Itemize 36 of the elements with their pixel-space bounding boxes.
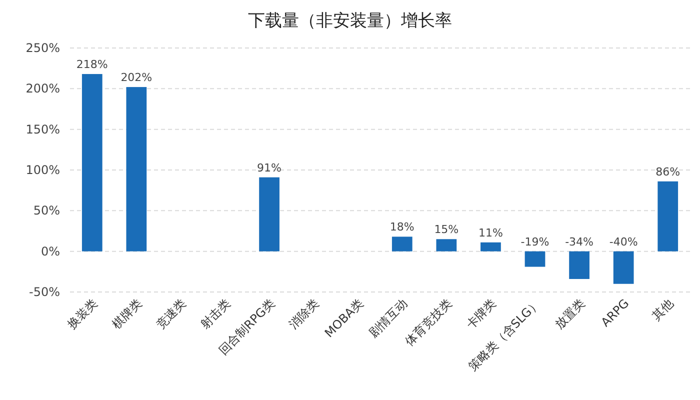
y-tick-label: -50% [28,285,60,299]
x-tick-label: 放置类 [552,296,588,332]
bar [126,87,147,252]
bar [524,251,546,267]
bar [82,74,102,252]
x-tick-label: 换装类 [64,296,100,332]
data-label: 202% [120,71,152,84]
bar [259,177,280,252]
bar [392,236,412,252]
bar [569,251,590,279]
x-tick-label: 其他 [649,296,676,324]
bar [658,181,678,252]
x-tick-label: 消除类 [286,296,322,332]
bar [480,242,501,252]
data-label: 15% [434,223,459,236]
chart-title: 下载量（非安装量）增长率 [248,11,452,31]
data-label: 18% [390,220,414,234]
bar [613,251,634,284]
y-tick-label: 0% [40,244,60,258]
y-tick-label: 100% [26,163,60,177]
data-label: 218% [76,58,108,72]
y-tick-label: 200% [26,82,60,96]
data-label: -40% [609,235,638,248]
data-label: -19% [520,235,550,248]
y-tick-label: 250% [26,41,60,55]
data-label: -34% [565,235,594,248]
bar [436,239,457,252]
x-tick-label: 竞速类 [153,296,189,332]
y-tick-label: 150% [26,122,60,136]
x-tick-label: 棋牌类 [109,296,145,332]
y-tick-label: 50% [33,204,60,218]
x-tick-label: 射击类 [198,296,234,332]
x-tick-label: 卡牌类 [463,296,499,332]
data-label: 11% [478,226,503,240]
data-label: 86% [656,165,680,178]
data-label: 91% [257,161,282,174]
